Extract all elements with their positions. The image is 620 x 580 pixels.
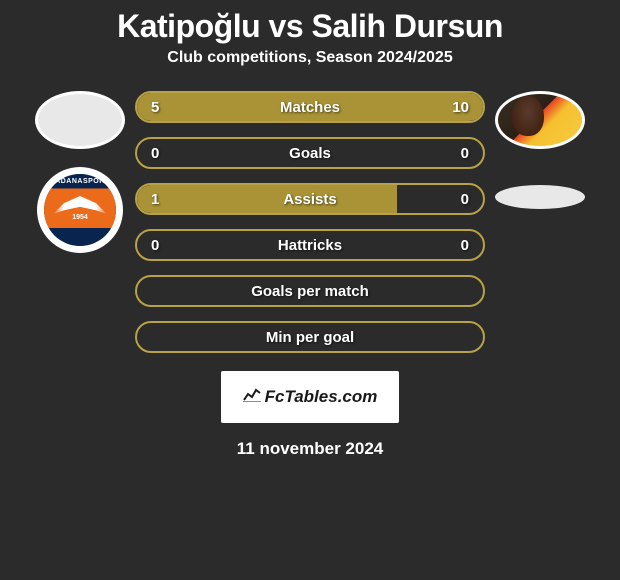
comparison-infographic: Katipoğlu vs Salih Dursun Club competiti… [0,8,620,580]
stat-bar-row: Hattricks0 0 [135,229,485,261]
stat-bar-row: Goals per match [135,275,485,307]
stat-bar-label: Matches [137,99,483,116]
stat-bar-label: Assists [137,191,483,208]
stat-bar-left-value: 0 [151,145,159,162]
season-subtitle: Club competitions, Season 2024/2025 [0,49,620,67]
left-club-year-label: 1954 [44,214,116,221]
left-player-photo [35,91,125,149]
stat-bar-label: Goals [137,145,483,162]
stat-bar-label: Min per goal [137,329,483,346]
right-club-logo-placeholder [495,185,585,209]
left-club-logo: ADANASPOR 1954 [37,167,123,253]
footer-brand-text: FcTables.com [265,387,378,407]
stat-bar-label: Hattricks [137,237,483,254]
stat-bar-label: Goals per match [137,283,483,300]
main-area: ADANASPOR 1954 Matches510Goals00Assists1… [0,91,620,353]
stat-bar-right-value: 0 [461,191,469,208]
stat-bar-right-value: 0 [461,145,469,162]
stat-bars-column: Matches510Goals00Assists10Hattricks00Goa… [135,91,485,353]
left-club-name-label: ADANASPOR [44,178,116,185]
stat-bar-left-value: 5 [151,99,159,116]
stat-bar-left-value: 0 [151,237,159,254]
stat-bar-left-value: 1 [151,191,159,208]
stat-bar-row: Assists1 0 [135,183,485,215]
stat-bar-row: Goals0 0 [135,137,485,169]
stat-bar-row: Matches5 10 [135,91,485,123]
stat-bar-row: Min per goal [135,321,485,353]
stat-bar-right-value: 10 [452,99,469,116]
left-player-column: ADANASPOR 1954 [25,91,135,253]
right-player-column [485,91,595,209]
right-player-photo [495,91,585,149]
stat-bar-right-value: 0 [461,237,469,254]
page-title: Katipoğlu vs Salih Dursun [0,8,620,45]
footer-brand-logo: FcTables.com [221,371,399,423]
chart-icon [243,387,261,407]
date-text: 11 november 2024 [0,439,620,459]
